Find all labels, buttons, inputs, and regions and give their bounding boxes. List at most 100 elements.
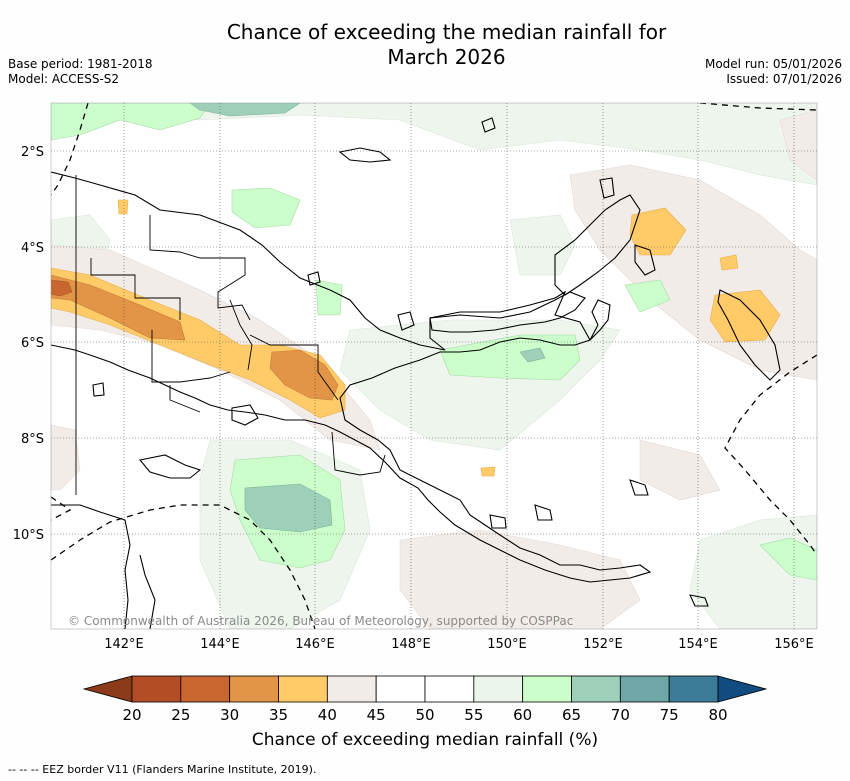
australia-coast [51,504,131,629]
colorbar-low-extension [82,675,133,703]
island-coast [307,271,321,286]
new-guinea-coast [51,171,652,583]
region-55-60 [509,214,576,276]
island-coast [481,117,496,133]
island-coast [599,177,615,199]
region-35-40 [629,207,687,256]
island-coast [689,594,709,607]
lon-label: 152°E [583,637,623,652]
region-60-65 [439,334,581,381]
colorbar-tick-label: 70 [611,706,630,724]
graticule [51,103,817,629]
lon-label: 148°E [391,637,431,652]
australia-coast [139,554,156,629]
island-coast [534,504,553,521]
meta-right: Model run: 05/01/2026 Issued: 07/01/2026 [705,57,842,87]
region-35-40 [719,254,739,271]
region-65-70 [189,103,301,117]
lon-label: 146°E [295,637,335,652]
torres-islands [138,454,202,479]
colorbar-tick-label: 40 [318,706,337,724]
colorbar-swatch [619,675,670,703]
region-35-40 [709,289,781,343]
lat-label: 2°S [21,145,44,160]
eez-footer-note: -- -- -- EEZ border V11 (Flanders Marine… [8,763,317,776]
colorbar-swatch [278,675,328,703]
title-line-2: March 2026 [387,45,506,69]
colorbar-high-extension [717,675,768,703]
colorbar-swatch [571,675,621,703]
lon-label: 150°E [487,637,527,652]
colorbar-tick-label: 25 [171,706,190,724]
lat-label: 8°S [21,432,44,447]
region-60-65 [315,279,343,316]
colorbar-tick-label: 35 [269,706,288,724]
region-40-45 [779,109,817,181]
colorbar-swatch [668,675,719,703]
region-30-35 [269,349,339,401]
colorbar-swatch [424,675,475,703]
lat-axis: 2°S 4°S 6°S 8°S 10°S [13,145,44,543]
colorbar-swatch [229,675,279,703]
eez-borders [51,103,817,629]
colorbar-swatch [473,675,524,703]
bougainville-coast [717,289,781,381]
new-britain-coast [429,291,586,333]
colorbar-tick-label: 30 [220,706,239,724]
colorbar-swatch [131,675,182,703]
lat-label: 6°S [21,336,44,351]
colorbar-tick-label: 60 [513,706,532,724]
lon-label: 156°E [774,637,814,652]
manus-coast [338,147,392,163]
colorbar-tick-label: 65 [562,706,581,724]
island-coast [489,514,507,529]
region-30-35 [51,274,186,341]
colorbar-tick-label: 55 [464,706,483,724]
colorbar-tick-label: 50 [415,706,434,724]
region-35-40 [480,466,496,477]
lat-label: 4°S [21,241,44,256]
model-name: Model: ACCESS-S2 [8,72,120,86]
colorbar-swatch [522,675,572,703]
new-ireland-coast [554,194,641,296]
colorbar-swatch [375,675,426,703]
colorbar-tick-label: 20 [122,706,141,724]
colorbar: 20 25 30 35 40 45 50 55 60 65 70 75 80 [82,675,768,724]
title-line-1: Chance of exceeding the median rainfall … [226,20,667,44]
region-60-65 [231,187,301,229]
colorbar-tick-label: 75 [660,706,679,724]
island-coast [231,404,259,426]
island-coast [397,311,415,331]
colorbar-label: Chance of exceeding median rainfall (%) [251,730,599,750]
model-run: Model run: 05/01/2026 [704,57,842,71]
region-60-65 [624,279,671,313]
region-40-45 [399,529,641,629]
lon-label: 142°E [104,637,144,652]
island-coast [634,244,656,276]
map-area [51,103,817,629]
copyright-notice: © Commonwealth of Australia 2026, Bureau… [68,614,574,628]
island-coast [629,479,649,496]
coastlines [51,117,781,629]
region-60-65 [759,537,817,581]
meta-left: Base period: 1981-2018 Model: ACCESS-S2 [8,57,153,87]
region-40-45 [639,439,721,501]
island-coast [92,382,105,397]
colorbar-tick-label: 45 [367,706,386,724]
lon-label: 154°E [678,637,718,652]
region-65-70 [519,347,546,363]
map-title: Chance of exceeding the median rainfall … [0,20,850,70]
colorbar-tick-label: 80 [708,706,727,724]
region-40-45 [51,424,81,491]
lon-label: 144°E [200,637,240,652]
lon-axis: 142°E 144°E 146°E 148°E 150°E 152°E 154°… [104,637,814,652]
region-55-60 [51,103,817,186]
colorbar-swatch [326,675,377,703]
province-borders [75,175,386,495]
region-35-40 [117,199,129,215]
lat-label: 10°S [13,528,44,543]
region-65-70 [244,483,333,533]
issued-date: Issued: 07/01/2026 [726,72,842,86]
region-25-30 [51,279,73,297]
